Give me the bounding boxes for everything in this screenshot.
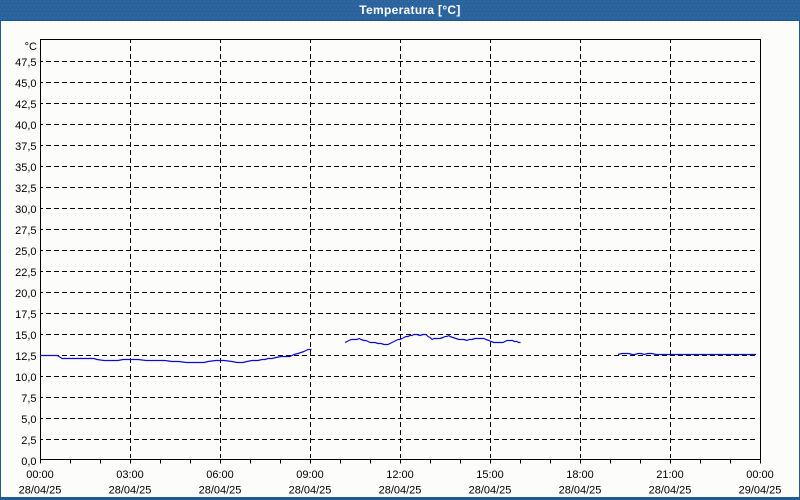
svg-text:0,0: 0,0 bbox=[21, 456, 36, 468]
svg-text:28/04/25: 28/04/25 bbox=[109, 485, 152, 497]
svg-text:28/04/25: 28/04/25 bbox=[19, 485, 62, 497]
svg-text:32,5: 32,5 bbox=[15, 183, 36, 195]
svg-text:45,0: 45,0 bbox=[15, 78, 36, 90]
svg-text:47,5: 47,5 bbox=[15, 57, 36, 69]
svg-text:28/04/25: 28/04/25 bbox=[469, 485, 512, 497]
svg-text:21:00: 21:00 bbox=[656, 469, 684, 481]
svg-text:25,0: 25,0 bbox=[15, 246, 36, 258]
svg-text:28/04/25: 28/04/25 bbox=[199, 485, 242, 497]
svg-text:37,5: 37,5 bbox=[15, 141, 36, 153]
svg-text:09:00: 09:00 bbox=[296, 469, 324, 481]
svg-text:00:00: 00:00 bbox=[746, 469, 774, 481]
svg-text:°C: °C bbox=[25, 41, 37, 53]
svg-text:7,5: 7,5 bbox=[21, 393, 36, 405]
svg-text:06:00: 06:00 bbox=[206, 469, 234, 481]
svg-text:03:00: 03:00 bbox=[116, 469, 144, 481]
svg-text:10,0: 10,0 bbox=[15, 372, 36, 384]
svg-text:5,0: 5,0 bbox=[21, 414, 36, 426]
svg-text:27,5: 27,5 bbox=[15, 225, 36, 237]
svg-text:29/04/25: 29/04/25 bbox=[739, 485, 782, 497]
svg-text:17,5: 17,5 bbox=[15, 309, 36, 321]
svg-text:00:00: 00:00 bbox=[26, 469, 54, 481]
svg-text:20,0: 20,0 bbox=[15, 288, 36, 300]
svg-text:12,5: 12,5 bbox=[15, 351, 36, 363]
svg-text:28/04/25: 28/04/25 bbox=[289, 485, 332, 497]
svg-text:2,5: 2,5 bbox=[21, 435, 36, 447]
svg-text:40,0: 40,0 bbox=[15, 120, 36, 132]
svg-text:28/04/25: 28/04/25 bbox=[649, 485, 692, 497]
svg-text:42,5: 42,5 bbox=[15, 99, 36, 111]
svg-text:35,0: 35,0 bbox=[15, 162, 36, 174]
svg-text:22,5: 22,5 bbox=[15, 267, 36, 279]
svg-text:15:00: 15:00 bbox=[476, 469, 504, 481]
svg-text:30,0: 30,0 bbox=[15, 204, 36, 216]
svg-text:28/04/25: 28/04/25 bbox=[379, 485, 422, 497]
svg-text:18:00: 18:00 bbox=[566, 469, 594, 481]
svg-text:12:00: 12:00 bbox=[386, 469, 414, 481]
svg-text:15,0: 15,0 bbox=[15, 330, 36, 342]
svg-text:28/04/25: 28/04/25 bbox=[559, 485, 602, 497]
